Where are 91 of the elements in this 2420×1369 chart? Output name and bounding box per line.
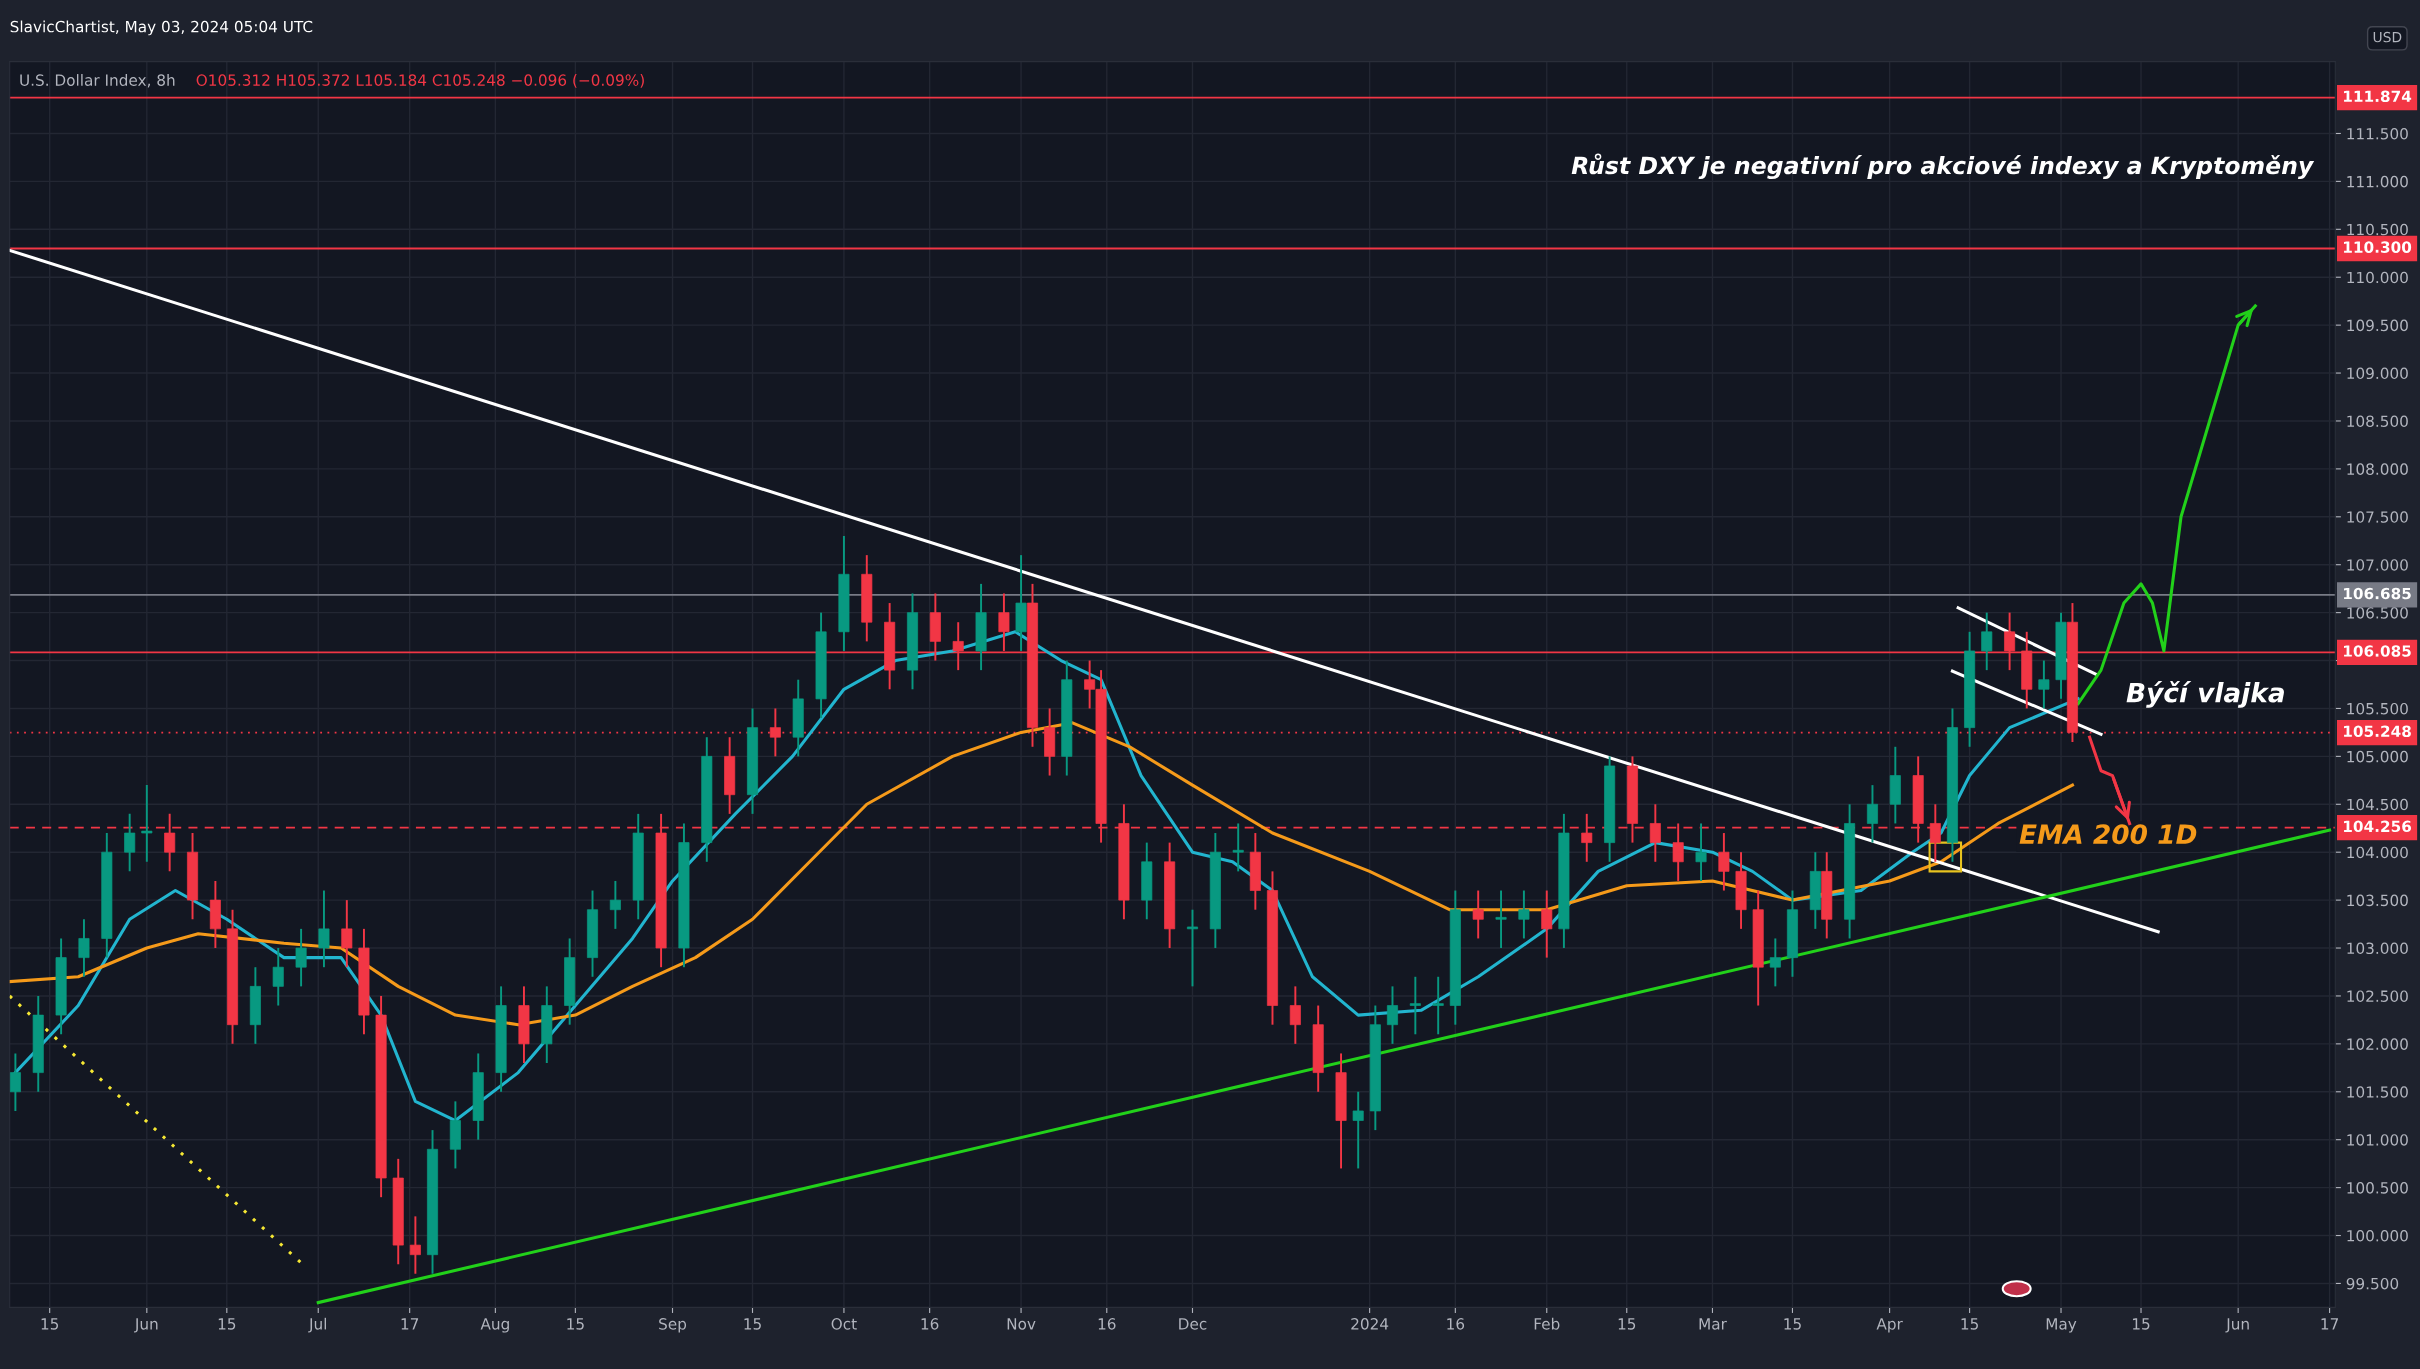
candlestick [141, 784, 153, 863]
candlestick [1518, 889, 1530, 940]
y-tick-label: 105.500 [2347, 702, 2408, 715]
y-tick-label: 103.000 [2347, 942, 2408, 955]
x-tick-label: 15 [2132, 1318, 2150, 1330]
ref-line-label: 111.874 [2344, 90, 2412, 103]
candlestick [409, 1215, 421, 1275]
x-tick-label: 15 [1618, 1318, 1636, 1330]
ref-line-label: 106.685 [2344, 587, 2411, 600]
x-tick-label: 16 [1098, 1318, 1116, 1330]
x-tick-label: 15 [1784, 1318, 1801, 1330]
candlestick [318, 889, 330, 969]
x-tick-label: 16 [1447, 1318, 1465, 1330]
text: USD [2373, 31, 2402, 43]
candlestick [124, 812, 136, 873]
x-tick-label: 15 [567, 1318, 584, 1330]
y-tick-label: 109.500 [2347, 319, 2408, 332]
y-tick-label: 102.500 [2347, 990, 2408, 1002]
y-tick-label: 109.000 [2347, 367, 2408, 380]
y-tick-label: 101.500 [2347, 1086, 2408, 1098]
x-tick-label: 16 [921, 1318, 939, 1330]
candlestick [1472, 889, 1484, 940]
ref-line-label: 105.248 [2344, 725, 2411, 738]
y-tick-label: 108.500 [2347, 415, 2408, 427]
annotation: Býčí vlajka [2126, 681, 2284, 708]
x-tick-label: 17 [401, 1318, 419, 1330]
y-tick-label: 104.000 [2347, 846, 2408, 859]
candlestick [1695, 822, 1707, 882]
candlestick [78, 918, 90, 978]
x-tick-label: 17 [2321, 1318, 2338, 1330]
candlestick [1769, 937, 1781, 988]
y-tick-label: 103.500 [2347, 894, 2408, 907]
candlestick [1289, 985, 1301, 1045]
text: SlavicChartist, May 03, 2024 05:04 UTC [10, 20, 313, 36]
x-tick-label: 2024 [1351, 1318, 1389, 1330]
y-tick-label: 102.000 [2347, 1038, 2408, 1050]
y-tick-label: 110.000 [2347, 271, 2408, 284]
candlestick [1541, 889, 1553, 959]
y-tick-label: 107.500 [2347, 511, 2408, 523]
y-tick-label: 108.000 [2347, 463, 2408, 475]
x-tick-label: Dec [1179, 1318, 1207, 1330]
candlestick [2038, 659, 2050, 710]
x-tick-label: Apr [1876, 1318, 1903, 1333]
x-tick-label: Jun [134, 1318, 158, 1333]
candlestick [609, 879, 621, 930]
y-tick-label: 99.500 [2346, 1277, 2399, 1290]
annotation: EMA 200 1D [2019, 824, 2197, 845]
candlestick [1495, 889, 1507, 949]
y-tick-label: 101.000 [2347, 1134, 2408, 1146]
y-tick-label: 104.500 [2347, 798, 2408, 811]
text: O105.312 H105.372 L105.184 C105.248 −0.096 (−0.09%) [196, 74, 644, 88]
candlestick [1232, 822, 1244, 873]
x-tick-label: May [2046, 1318, 2077, 1333]
x-tick-label: 15 [41, 1318, 59, 1330]
ref-line-label: 110.300 [2344, 241, 2412, 253]
y-tick-label: 105.000 [2347, 750, 2408, 763]
candlestick [272, 947, 284, 1007]
candlestick [1866, 784, 1878, 844]
x-tick-label: Feb [1534, 1317, 1560, 1330]
candlestick [341, 899, 353, 969]
y-tick-label: 100.000 [2347, 1229, 2408, 1242]
y-tick-label: 110.500 [2347, 223, 2408, 236]
x-tick-label: Nov [1007, 1318, 1036, 1330]
y-tick-label: 106.500 [2347, 607, 2408, 619]
candlestick [1352, 1090, 1364, 1170]
ref-line-label: 104.256 [2344, 820, 2412, 833]
x-tick-label: 15 [744, 1318, 761, 1330]
x-tick-label: Mar [1699, 1318, 1727, 1330]
candlestick [1409, 975, 1421, 1036]
candlestick [1649, 803, 1661, 863]
x-tick-label: Jul [308, 1317, 327, 1333]
x-tick-label: Aug [480, 1318, 509, 1333]
x-tick-label: Oct [831, 1318, 857, 1330]
y-tick-label: 111.500 [2347, 127, 2408, 140]
candlestick [1386, 985, 1398, 1045]
y-tick-label: 111.000 [2347, 175, 2408, 188]
candlestick [295, 927, 307, 988]
x-tick-label: 15 [1961, 1318, 1978, 1330]
candlestick [1981, 611, 1993, 672]
text: U.S. Dollar Index, 8h [20, 74, 175, 88]
x-tick-label: 15 [218, 1318, 236, 1330]
y-tick-label: 100.500 [2347, 1182, 2408, 1194]
annotation: Růst DXY je negativní pro akciové indexy a Kryptoměny [1571, 153, 2315, 180]
x-tick-label: Sep [659, 1318, 687, 1333]
candlestick [1718, 832, 1730, 892]
candlestick [1432, 975, 1444, 1036]
x-tick-label: Jun [2225, 1318, 2249, 1333]
y-tick-label: 107.000 [2347, 559, 2408, 571]
candlestick [9, 1052, 21, 1112]
candlestick [1187, 908, 1198, 988]
ref-line-label: 106.085 [2344, 645, 2411, 657]
